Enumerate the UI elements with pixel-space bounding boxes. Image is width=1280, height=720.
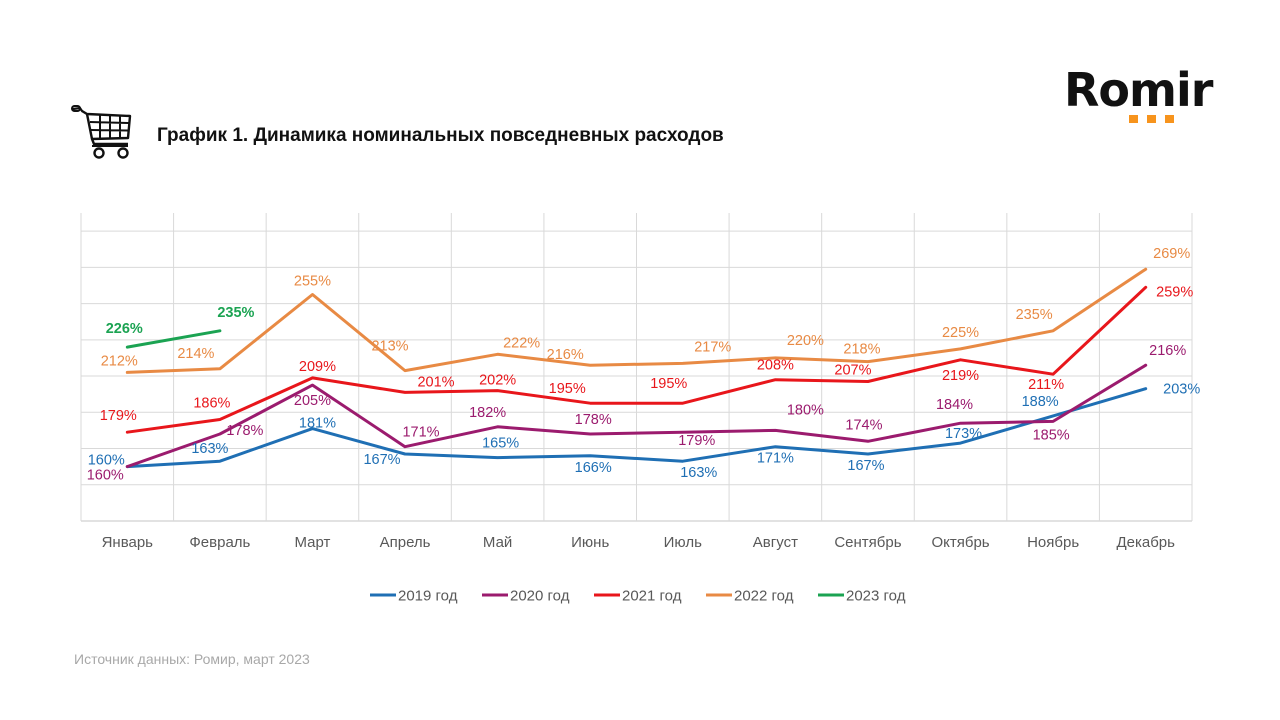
data-label: 214%: [177, 346, 214, 362]
data-label: 208%: [757, 358, 794, 374]
x-tick-label: Июнь: [571, 534, 609, 551]
data-label: 185%: [1033, 427, 1070, 443]
data-label: 225%: [942, 325, 979, 341]
data-label: 217%: [694, 339, 731, 355]
data-label: 167%: [847, 458, 884, 474]
data-label: 218%: [843, 342, 880, 358]
data-label: 163%: [680, 465, 717, 481]
legend-item: 2022 год: [706, 588, 794, 605]
legend-item: 2021 год: [594, 588, 682, 605]
legend-label: 2021 год: [622, 588, 682, 605]
series-line-2023: [125, 329, 222, 349]
data-label: 166%: [575, 460, 612, 476]
x-tick-label: Ноябрь: [1027, 534, 1079, 551]
data-label: 173%: [945, 426, 982, 442]
data-label: 178%: [575, 412, 612, 428]
data-label: 184%: [936, 397, 973, 413]
data-label: 160%: [87, 468, 124, 484]
data-label: 211%: [1028, 377, 1064, 393]
grid: [80, 213, 1193, 522]
data-label: 203%: [1163, 382, 1200, 398]
legend-label: 2020 год: [510, 588, 570, 605]
data-label: 186%: [193, 396, 230, 412]
data-label: 255%: [294, 274, 331, 290]
data-label: 226%: [106, 321, 143, 337]
x-tick-label: Июль: [664, 534, 702, 551]
series-line-2020: [125, 363, 1148, 469]
data-label: 160%: [88, 453, 125, 469]
chart-title: График 1. Динамика номинальных повседнев…: [157, 125, 724, 146]
series-line-2022: [125, 267, 1148, 374]
data-label: 165%: [482, 436, 519, 452]
data-label: 188%: [1022, 394, 1059, 410]
data-label: 205%: [294, 393, 331, 409]
x-tick-label: Январь: [102, 534, 154, 551]
data-labels: 160%163%181%167%165%166% 163%171% 167%173%…: [87, 246, 1201, 483]
series-line-2019: [125, 387, 1148, 469]
data-label: 181%: [299, 416, 336, 432]
x-tick-label: Декабрь: [1116, 534, 1175, 551]
data-label: 220%: [787, 333, 824, 349]
data-label: 195%: [549, 381, 586, 397]
data-label: 207%: [834, 362, 871, 378]
data-label: 202%: [479, 373, 516, 389]
x-tick-label: Май: [483, 534, 512, 551]
data-label: 182%: [469, 405, 506, 421]
data-label: 219%: [942, 368, 979, 384]
data-label: 216%: [1149, 343, 1186, 359]
legend-item: 2023 год: [818, 588, 906, 605]
source-note: Источник данных: Ромир, март 2023: [74, 651, 310, 667]
data-label: 213%: [371, 339, 408, 355]
logo-dot: [1147, 115, 1156, 123]
data-label: 209%: [299, 359, 336, 375]
x-tick-label: Октябрь: [931, 534, 989, 551]
data-label: 212%: [101, 353, 138, 369]
legend-item: 2019 год: [370, 588, 458, 605]
data-label: 235%: [217, 305, 254, 321]
data-label: 174%: [845, 417, 882, 433]
legend: 2019 год 2020 год 2021 год 2022 год 2023 год: [370, 588, 906, 605]
data-label: 222%: [503, 335, 540, 351]
x-tick-label: Сентябрь: [834, 534, 901, 551]
x-tick-label: Февраль: [189, 534, 250, 551]
shopping-cart-icon: [71, 105, 132, 159]
x-axis-labels: Январь Февраль Март Апрель Май Июнь Июль Август…: [102, 534, 1176, 551]
data-label: 167%: [363, 452, 400, 468]
x-tick-label: Август: [753, 534, 798, 551]
data-label: 171%: [402, 425, 439, 441]
x-tick-label: Апрель: [380, 534, 431, 551]
data-label: 179%: [100, 408, 137, 424]
legend-label: 2019 год: [398, 588, 458, 605]
data-label: 179%: [678, 433, 715, 449]
data-label: 201%: [417, 374, 454, 390]
legend-item: 2020 год: [482, 588, 570, 605]
data-label: 259%: [1156, 284, 1193, 300]
data-label: 163%: [191, 441, 228, 457]
data-label: 235%: [1016, 307, 1053, 323]
logo-text: Romir: [1064, 63, 1213, 117]
legend-label: 2022 год: [734, 588, 794, 605]
x-tick-label: Март: [295, 534, 331, 551]
series-lines: [125, 267, 1148, 469]
data-label: 171%: [757, 451, 794, 467]
legend-label: 2023 год: [846, 588, 906, 605]
logo-dot: [1165, 115, 1174, 123]
romir-logo: Romir: [1064, 64, 1214, 124]
data-label: 216%: [547, 347, 584, 363]
data-label: 195%: [650, 376, 687, 392]
logo-dot: [1129, 115, 1138, 123]
data-label: 269%: [1153, 246, 1190, 262]
data-label: 180%: [787, 402, 824, 418]
series-line-2021: [125, 285, 1148, 434]
data-label: 178%: [226, 423, 263, 439]
